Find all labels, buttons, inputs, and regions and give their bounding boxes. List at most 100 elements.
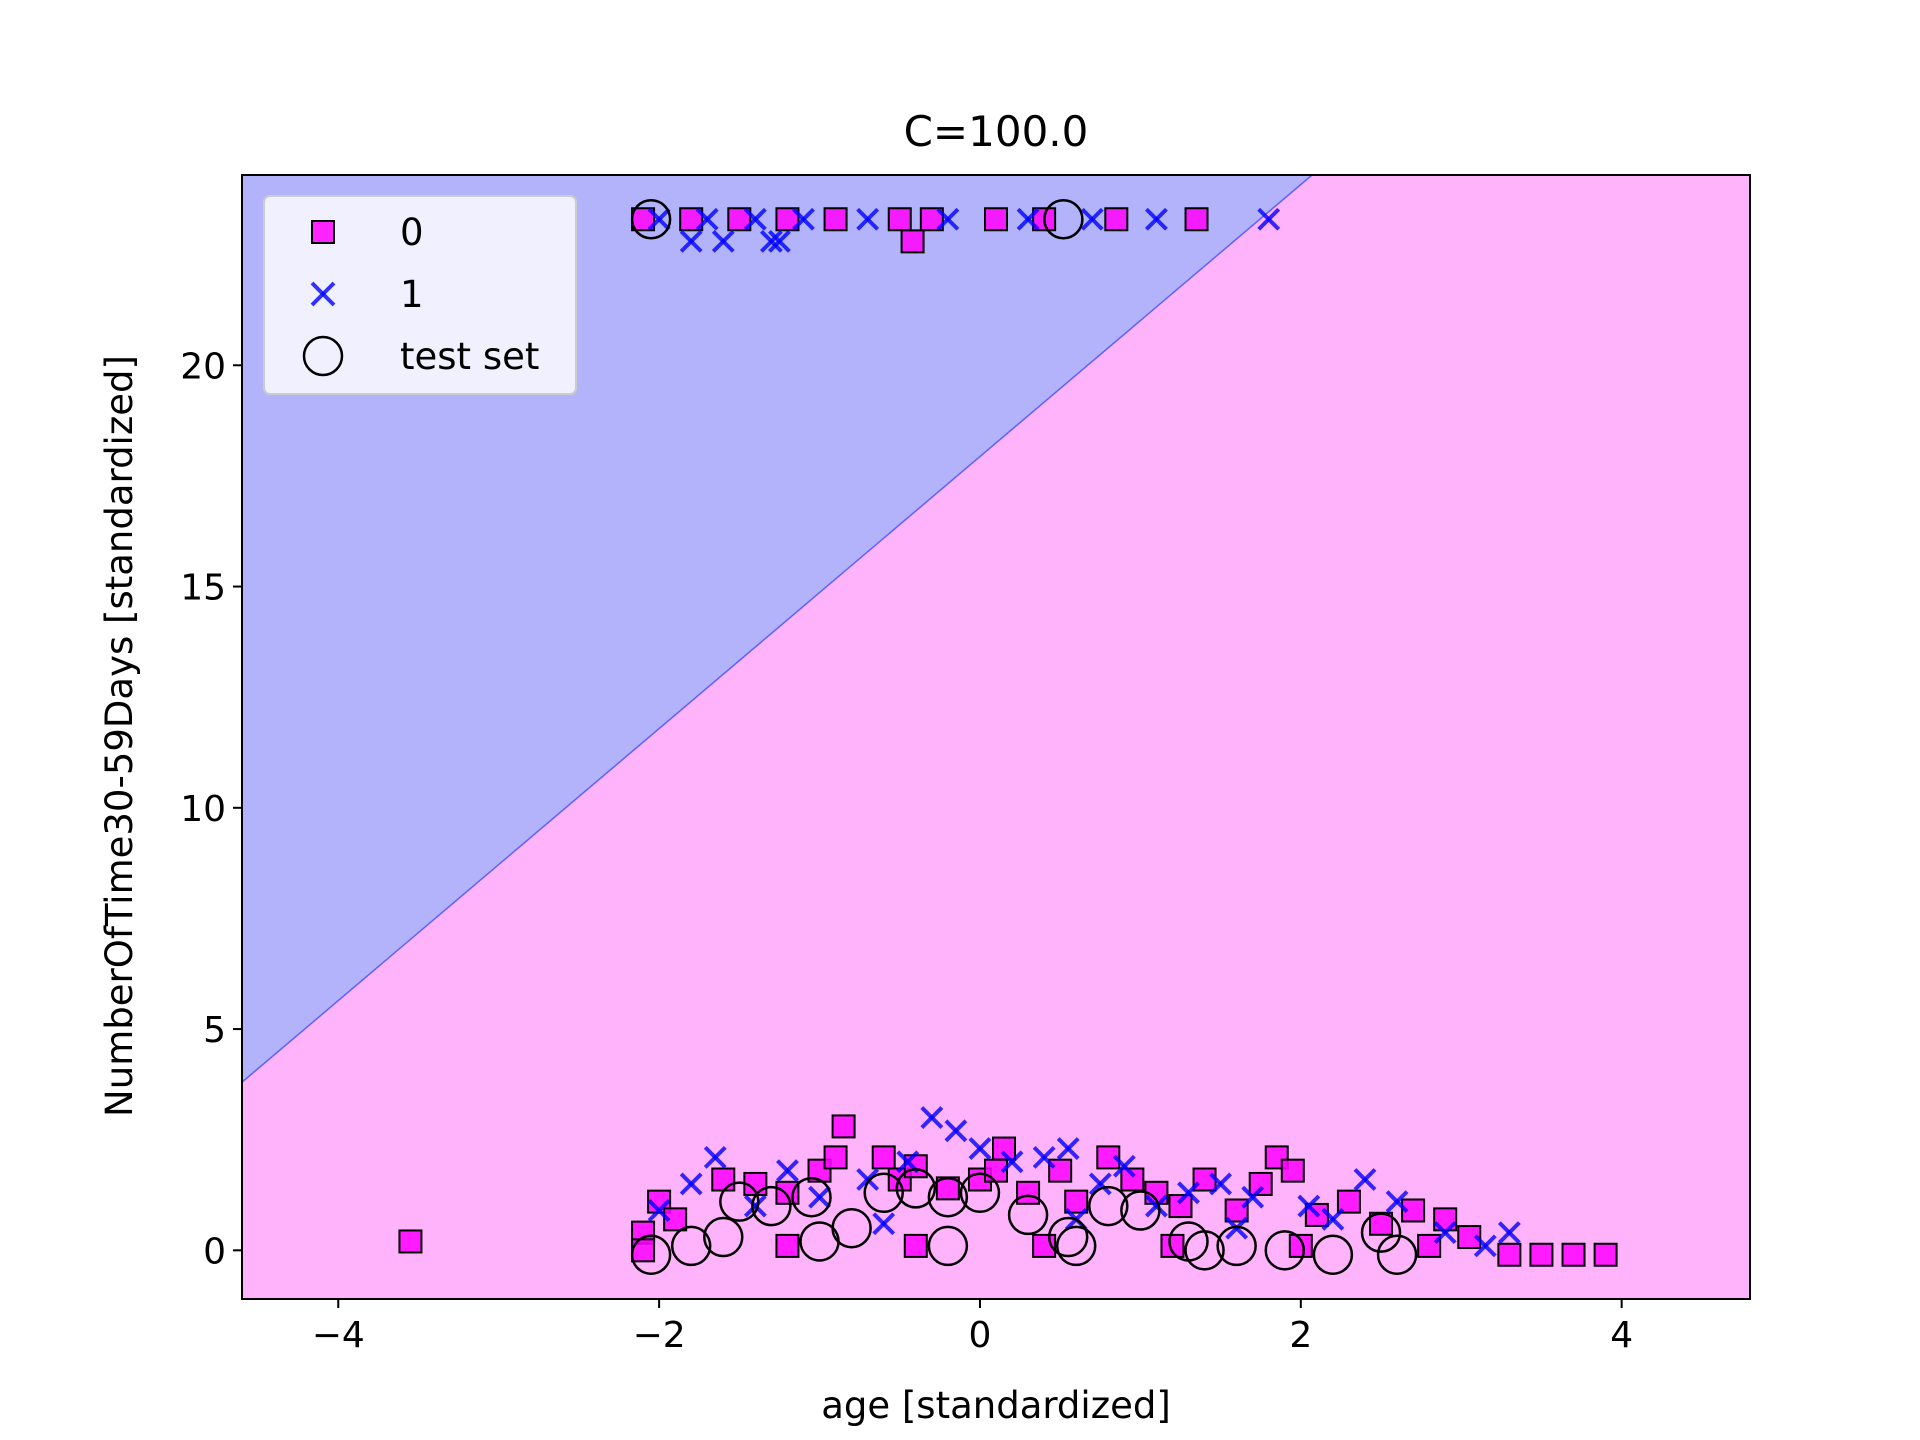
data-point xyxy=(992,1136,1017,1161)
data-point xyxy=(719,1181,760,1222)
data-point xyxy=(1184,1230,1225,1271)
y-axis-label: NumberOfTime30-59Days [standardized] xyxy=(98,355,141,1117)
data-point xyxy=(823,207,848,232)
x-tick-label: −4 xyxy=(312,1315,365,1356)
y-tick-label: 5 xyxy=(203,1010,226,1051)
data-point xyxy=(776,1159,799,1183)
legend-item: 1 xyxy=(310,273,424,316)
data-point xyxy=(679,207,704,232)
decision-boundary-line xyxy=(242,175,1313,1083)
data-point xyxy=(663,1207,688,1232)
legend-label: test set xyxy=(400,335,539,378)
y-axis: 0 5 10 15 20 xyxy=(180,346,242,1272)
data-point xyxy=(791,1176,832,1218)
data-point xyxy=(647,207,671,231)
data-point xyxy=(1457,1225,1482,1250)
data-point xyxy=(944,1119,968,1143)
data-point xyxy=(1288,1233,1313,1258)
data-point xyxy=(1080,207,1104,231)
data-point xyxy=(1353,1168,1377,1191)
data-point xyxy=(1056,1137,1080,1160)
data-point xyxy=(703,1216,744,1258)
legend-marker xyxy=(310,281,336,307)
data-point xyxy=(792,207,815,231)
data-point xyxy=(1529,1242,1554,1267)
data-point xyxy=(398,1229,423,1254)
data-point xyxy=(679,1172,703,1196)
data-point xyxy=(743,207,767,231)
data-point xyxy=(1312,1234,1354,1275)
data-point xyxy=(647,1199,671,1222)
scatter-points xyxy=(398,199,1618,1275)
data-point xyxy=(711,1167,736,1192)
data-point xyxy=(919,207,944,232)
data-point xyxy=(1088,1172,1112,1196)
data-point xyxy=(1248,1171,1273,1196)
data-point xyxy=(1184,207,1209,232)
data-point xyxy=(1055,1225,1097,1267)
data-point xyxy=(775,207,800,232)
data-point xyxy=(1000,1150,1024,1174)
data-point xyxy=(936,207,960,231)
data-point xyxy=(1297,1194,1321,1218)
data-point xyxy=(695,207,719,231)
data-point xyxy=(679,229,703,253)
data-point xyxy=(1016,207,1040,231)
data-point xyxy=(927,1176,969,1218)
data-point xyxy=(863,1172,904,1214)
data-point xyxy=(872,1212,896,1236)
legend-marker xyxy=(311,220,335,244)
y-tick-label: 15 xyxy=(180,568,226,609)
data-point xyxy=(887,207,912,232)
data-point xyxy=(1120,1167,1145,1192)
data-point xyxy=(1007,1194,1049,1236)
data-point xyxy=(630,1234,672,1275)
x-axis: −4 −2 0 2 4 xyxy=(312,1299,1633,1356)
data-point xyxy=(968,1137,992,1160)
data-point xyxy=(670,1225,712,1267)
data-point xyxy=(1241,1185,1265,1209)
data-point xyxy=(799,1221,840,1262)
data-point xyxy=(831,1114,856,1139)
legend-label: 1 xyxy=(400,273,424,316)
legend: 0 1 test set xyxy=(263,195,577,395)
data-point xyxy=(900,229,925,254)
data-point xyxy=(1376,1234,1418,1275)
data-point xyxy=(1043,199,1084,240)
series-test-set xyxy=(630,199,1418,1275)
legend-item: test set xyxy=(302,335,539,378)
data-point xyxy=(751,1185,792,1227)
data-point xyxy=(895,1168,937,1209)
data-point xyxy=(711,229,735,253)
y-tick-label: 0 xyxy=(203,1231,226,1272)
chart-title: C=100.0 xyxy=(904,107,1089,156)
data-point xyxy=(1145,1194,1168,1218)
data-point xyxy=(1401,1198,1426,1223)
data-point xyxy=(1473,1234,1497,1258)
data-point xyxy=(1120,1190,1161,1231)
data-point xyxy=(1225,1216,1249,1240)
legend-item: 0 xyxy=(311,211,424,254)
data-point xyxy=(1336,1189,1361,1214)
y-tick-label: 10 xyxy=(180,789,226,830)
data-point xyxy=(984,207,1008,232)
legend-label: 0 xyxy=(400,211,424,254)
data-point xyxy=(903,1154,928,1179)
data-point xyxy=(1088,1185,1129,1227)
data-point xyxy=(871,1145,896,1170)
x-tick-label: 0 xyxy=(969,1315,992,1356)
data-point xyxy=(808,1185,831,1209)
data-point xyxy=(920,1106,944,1129)
y-tick-label: 20 xyxy=(180,346,226,387)
data-point xyxy=(1047,1216,1089,1258)
data-point xyxy=(1145,207,1168,231)
data-point xyxy=(927,1225,969,1267)
x-tick-label: −2 xyxy=(633,1315,686,1356)
data-point xyxy=(768,229,791,253)
data-point xyxy=(1264,1230,1306,1271)
data-point xyxy=(1593,1242,1618,1267)
data-point xyxy=(856,1168,880,1191)
data-point xyxy=(1104,207,1129,232)
data-point xyxy=(1216,1225,1257,1267)
